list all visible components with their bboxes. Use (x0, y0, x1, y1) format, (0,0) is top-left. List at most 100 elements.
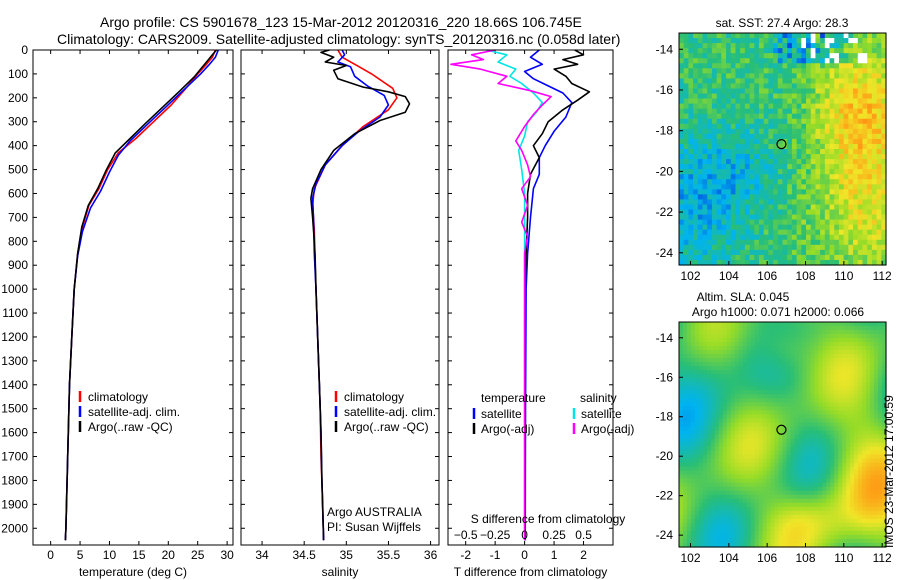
map-cell (810, 370, 815, 375)
map-cell (693, 204, 699, 211)
map-cell (798, 470, 803, 476)
map-cell (871, 103, 878, 110)
map-cell (815, 33, 821, 39)
map-cell (766, 402, 772, 407)
map-cell (796, 58, 802, 64)
map-cell (742, 498, 748, 504)
map-cell (810, 199, 817, 206)
map-cell (782, 486, 788, 492)
map-cell (750, 414, 756, 420)
map-cell (749, 184, 755, 190)
map-cell (758, 209, 765, 216)
map-cell (718, 406, 724, 411)
map-cell (763, 118, 769, 125)
map-cell (881, 113, 887, 120)
map-cell (730, 244, 737, 251)
map-cell (830, 430, 835, 436)
map-cell (758, 406, 764, 411)
map-cell (682, 422, 688, 428)
map-cell (858, 518, 863, 524)
map-cell (750, 338, 756, 343)
map-cell (758, 48, 765, 54)
map-cell (820, 179, 826, 185)
map-cell (758, 159, 765, 165)
map-cell (774, 418, 780, 424)
map-cell (679, 498, 684, 504)
temperature-xlabel: temperature (deg C) (79, 565, 187, 579)
map-cell (857, 108, 864, 115)
map-cell (838, 450, 843, 456)
map-cell (782, 164, 788, 170)
map-cell (810, 103, 817, 110)
map-cell (730, 442, 736, 448)
map-cell (730, 43, 737, 49)
map-cell (834, 406, 839, 411)
map-cell (726, 458, 732, 464)
map-cell (858, 430, 863, 436)
map-cell (782, 43, 788, 49)
map-cell (766, 466, 772, 472)
map-cell (774, 510, 780, 516)
map-cell (698, 494, 704, 500)
map-cell (843, 48, 849, 54)
map-cell (683, 108, 689, 115)
map-cell (834, 224, 840, 231)
map-cell (734, 506, 740, 512)
map-cell (854, 410, 859, 416)
map-cell (710, 518, 716, 524)
map-cell (768, 43, 774, 49)
map-cell (778, 442, 784, 448)
map-cell (679, 154, 685, 160)
map-cell (734, 514, 740, 520)
map-cell (814, 386, 819, 391)
map-cell (734, 346, 740, 351)
map-cell (740, 143, 746, 150)
map-cell (842, 430, 847, 436)
map-cell (750, 334, 756, 339)
map-cell (824, 179, 831, 185)
map-cell (782, 326, 788, 331)
map-cell (766, 458, 772, 464)
map-cell (679, 438, 684, 444)
map-cell (848, 128, 854, 135)
map-cell (794, 330, 800, 335)
map-cell (730, 78, 737, 85)
map-cell (848, 224, 854, 231)
map-cell (707, 209, 713, 216)
map-cell (878, 478, 883, 484)
map-cell (850, 438, 855, 444)
map-cell (735, 133, 741, 140)
map-cell (714, 398, 720, 403)
map-cell (734, 486, 740, 492)
map-cell (754, 418, 760, 424)
map-cell (686, 366, 692, 371)
map-cell (726, 154, 732, 160)
map-cell (853, 83, 859, 90)
map-cell (815, 199, 821, 206)
map-cell (758, 63, 765, 69)
map-cell (867, 128, 873, 135)
map-cell (710, 478, 716, 484)
map-cell (874, 450, 879, 456)
map-cell (838, 494, 843, 500)
map-cell (722, 434, 728, 440)
map-cell (790, 406, 796, 411)
map-cell (801, 68, 807, 74)
map-cell (878, 362, 883, 367)
map-cell (848, 254, 854, 261)
map-cell (850, 510, 855, 516)
map-cell (746, 522, 752, 528)
map-cell (876, 209, 882, 216)
map-cell (826, 442, 831, 448)
map-cell (874, 442, 879, 448)
map-cell (794, 454, 800, 460)
map-cell (686, 410, 692, 416)
map-cell (858, 326, 863, 331)
map-cell (846, 398, 851, 403)
map-cell (881, 48, 887, 54)
map-cell (698, 450, 704, 456)
map-cell (862, 149, 868, 155)
map-cell (791, 138, 798, 145)
map-cell (777, 169, 784, 175)
map-cell (806, 78, 812, 85)
